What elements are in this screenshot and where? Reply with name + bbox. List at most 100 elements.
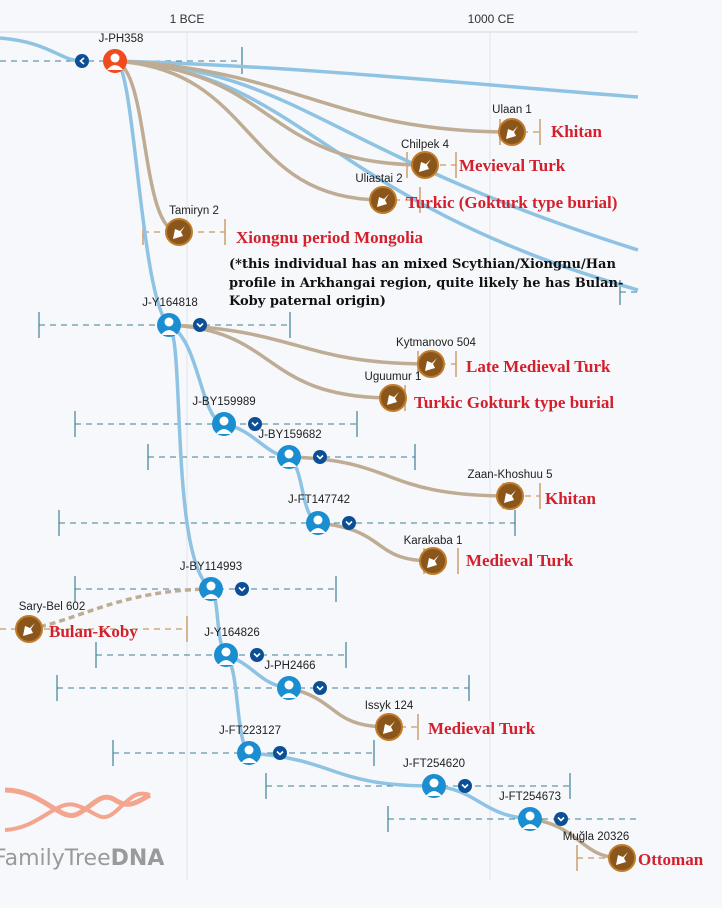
haplogroup-node[interactable]: J-FT254620: [403, 758, 465, 798]
trowel-icon: [504, 490, 516, 503]
node-label: J-BY159989: [192, 396, 255, 408]
expand-button[interactable]: [273, 746, 287, 760]
ancient-sample-node[interactable]: Tamiryn 2: [165, 205, 219, 246]
trowel-icon: [387, 392, 399, 405]
trowel-icon: [23, 623, 35, 636]
annotation: Khitan: [545, 489, 597, 508]
person-icon: [164, 317, 174, 327]
expand-button[interactable]: [554, 812, 568, 826]
person-icon: [313, 515, 323, 525]
trowel-icon: [427, 555, 439, 568]
node-label: J-BY114993: [180, 561, 242, 573]
node-label: J-PH358: [99, 33, 144, 45]
ancient-sample-node[interactable]: Zaan-Khoshuu 5: [467, 469, 553, 510]
chevron-down-icon: [557, 816, 565, 822]
expand-button[interactable]: [235, 582, 249, 596]
trowel-icon: [616, 852, 628, 865]
person-icon: [284, 449, 294, 459]
sample-label: Zaan-Khoshuu 5: [467, 469, 552, 481]
haplogroup-node[interactable]: J-BY159989: [192, 396, 256, 436]
chevron-down-icon: [345, 520, 353, 526]
ancient-sample-node[interactable]: Uguumur 1: [365, 371, 422, 412]
expand-button[interactable]: [248, 417, 262, 431]
ancient-sample-node[interactable]: Kytmanovo 504: [396, 337, 477, 378]
person-icon: [244, 745, 254, 755]
expand-button[interactable]: [342, 516, 356, 530]
node-label: J-FT254673: [499, 791, 561, 803]
sample-label: Chilpek 4: [401, 139, 450, 151]
annotation: Xiongnu period Mongolia: [236, 228, 424, 247]
annotation: Ottoman: [638, 850, 704, 869]
ancient-sample-node[interactable]: Ulaan 1: [492, 104, 532, 146]
annotation: Bulan-Koby: [49, 622, 138, 641]
annotation: Khitan: [551, 122, 603, 141]
sample-label: Sary-Bel 602: [19, 601, 85, 613]
annotation: Turkic Gokturk type burial: [414, 393, 614, 412]
ancient-sample-node[interactable]: Issyk 124: [365, 700, 414, 741]
node-label: J-Y164826: [204, 627, 260, 639]
node-label: J-FT147742: [288, 494, 350, 506]
trowel-icon: [506, 126, 518, 139]
annotation: Medieval Turk: [428, 719, 536, 738]
svg-text:FamilyTreeDNA: FamilyTreeDNA: [0, 846, 164, 871]
node-label: J-FT254620: [403, 758, 465, 770]
haplogroup-node[interactable]: J-BY114993: [180, 561, 242, 601]
haplogroup-node[interactable]: J-FT147742: [288, 494, 350, 535]
trowel-icon: [419, 159, 431, 172]
haplogroup-node[interactable]: J-BY159682: [258, 429, 322, 469]
chevron-left-icon: [79, 57, 85, 65]
haplogroup-node[interactable]: J-Y164818: [142, 297, 198, 337]
sample-label: Issyk 124: [365, 700, 414, 712]
expand-button[interactable]: [458, 779, 472, 793]
person-icon: [525, 811, 535, 821]
axis-tick-1bce: 1 BCE: [170, 12, 205, 26]
node-label: J-PH2466: [264, 660, 315, 672]
person-icon: [206, 581, 216, 591]
node-label: J-BY159682: [258, 429, 321, 441]
haplogroup-node[interactable]: J-Y164826: [204, 627, 260, 667]
expand-button[interactable]: [313, 450, 327, 464]
haplogroup-node[interactable]: J-FT223127: [219, 725, 281, 765]
trowel-icon: [383, 721, 395, 734]
expand-button[interactable]: [313, 681, 327, 695]
ancient-sample-node[interactable]: Sary-Bel 602: [15, 601, 85, 643]
chevron-down-icon: [316, 454, 324, 460]
collapse-button[interactable]: [75, 54, 89, 68]
sample-label: Tamiryn 2: [169, 205, 219, 217]
chevron-down-icon: [461, 783, 469, 789]
ancient-sample-node[interactable]: Uliastai 2: [355, 173, 403, 214]
ancient-sample-node[interactable]: Muğla 20326: [563, 831, 636, 872]
annotation: Medieval Turk: [466, 551, 574, 570]
trowel-icon: [173, 226, 185, 239]
chevron-down-icon: [276, 750, 284, 756]
sample-label: Uguumur 1: [365, 371, 422, 383]
note-line: Koby paternal origin): [229, 294, 386, 309]
person-icon: [221, 647, 231, 657]
haplogroup-node[interactable]: J-PH2466: [264, 660, 316, 700]
expand-button[interactable]: [250, 648, 264, 662]
note-line: profile in Arkhangai region, quite likel…: [229, 276, 623, 291]
haplogroup-node[interactable]: J-FT254673: [499, 791, 561, 831]
sample-label: Karakaba 1: [404, 535, 463, 547]
familytreedna-logo: FamilyTreeDNA: [0, 787, 164, 871]
axis-tick-1000ce: 1000 CE: [468, 12, 515, 26]
node-label: J-FT223127: [219, 725, 281, 737]
person-icon: [429, 778, 439, 788]
ancient-sample-node[interactable]: Chilpek 4: [401, 139, 450, 179]
annotations: Khitan Mevieval Turk Turkic (Gokturk typ…: [49, 122, 704, 869]
chevron-down-icon: [316, 685, 324, 691]
note-line: (*this individual has an mixed Scythian/…: [229, 257, 616, 272]
haplogroup-node-root[interactable]: J-PH358: [99, 33, 144, 73]
chevron-down-icon: [238, 586, 246, 592]
trowel-icon: [377, 194, 389, 207]
chevron-down-icon: [196, 322, 204, 328]
sample-label: Kytmanovo 504: [396, 337, 477, 349]
annotation: Late Medieval Turk: [466, 357, 611, 376]
chevron-down-icon: [251, 421, 259, 427]
annotation: Mevieval Turk: [459, 156, 566, 175]
ancient-sample-node[interactable]: Karakaba 1: [404, 535, 463, 575]
chevron-down-icon: [253, 652, 261, 658]
expand-button[interactable]: [193, 318, 207, 332]
